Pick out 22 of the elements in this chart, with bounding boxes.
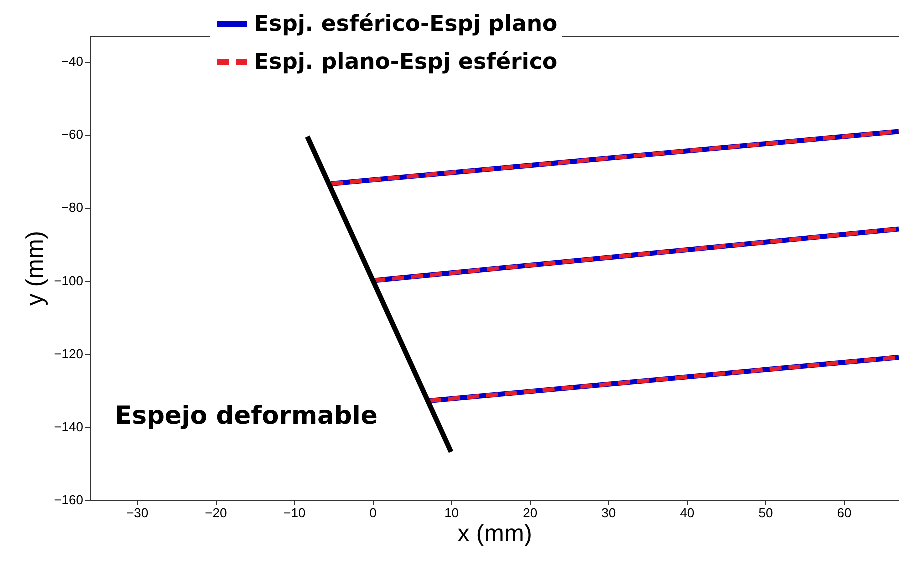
x-tick-label: 60 (837, 506, 852, 520)
x-tick-label: 20 (523, 506, 538, 520)
y-tick-label: −140 (54, 419, 84, 434)
legend-label: Espj. esférico-Espj plano (254, 12, 558, 37)
x-tick-label: −10 (284, 506, 306, 520)
y-tick-label: −40 (61, 54, 84, 70)
y-tick-label: −120 (54, 346, 84, 362)
x-tick-label: −30 (126, 506, 149, 520)
y-tick-label: −100 (54, 273, 84, 288)
legend-label: Espj. plano-Espj esférico (254, 50, 558, 75)
x-tick-label: −20 (205, 506, 228, 520)
x-tick-label: 30 (602, 506, 616, 520)
y-axis-title: y (mm) (22, 231, 50, 306)
x-tick-label: 10 (444, 506, 460, 520)
y-tick-label: −160 (54, 492, 84, 508)
annotation: Espejo deformable (115, 401, 378, 430)
y-tick-label: −60 (61, 127, 84, 142)
x-axis-title: x (mm) (458, 520, 532, 548)
x-tick-label: 0 (370, 506, 377, 520)
y-tick-label: −80 (61, 200, 84, 216)
x-tick-label: 40 (680, 506, 695, 520)
x-tick-label: 50 (758, 506, 774, 520)
